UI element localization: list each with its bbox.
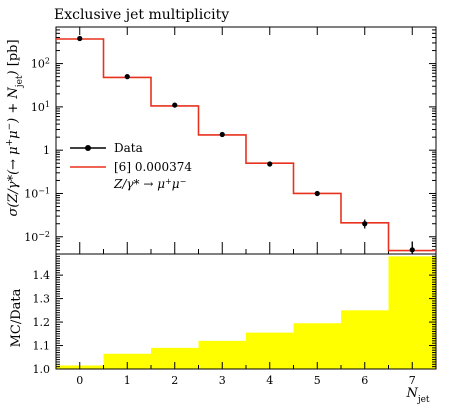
legend: Data [6] 0.000374 Z/γ* → μ+μ− [70,141,192,191]
x-tick-label: 0 [76,374,83,387]
mc-histogram-line [56,38,436,252]
legend-mc-label: [6] 0.000374 [114,160,192,174]
ratio-y-tick-label: 1.3 [33,293,51,306]
x-tick-label: 3 [219,374,226,387]
ratio-bar [341,310,389,369]
svg-text:σ(Z/γ*(→ μ+μ−) + Njet) [pb]: σ(Z/γ*(→ μ+μ−) + Njet) [pb] [5,39,25,216]
ratio-y-tick-label: 1.1 [33,340,51,353]
data-point [219,131,225,138]
data-point [314,190,320,197]
data-point [267,161,273,167]
ratio-y-tick-label: 1.0 [33,363,51,376]
data-point [124,74,130,80]
x-tick-label: 1 [124,374,131,387]
x-tick-label: 2 [171,374,178,387]
data-point [77,35,83,42]
legend-mc-process: Z/γ* → μ+μ− [113,177,186,192]
ratio-bar [293,323,341,369]
y-tick-label: 10−2 [24,229,50,244]
data-point [172,102,178,108]
ratio-y-axis-label: MC/Data [9,288,24,347]
x-axis-label: Njet [405,386,429,405]
ratio-y-tick-label: 1.2 [33,316,51,329]
legend-data-label: Data [114,141,143,155]
ratio-panel: 1.0 1.1 1.2 1.3 1.4 0 1 2 3 4 5 6 7 [33,253,437,387]
chart-title: Exclusive jet multiplicity [54,7,229,23]
y-tick-label: 101 [31,99,50,114]
ratio-y-tick-label: 1.4 [33,269,51,282]
data-point [409,247,415,253]
ratio-bar [151,347,199,369]
y-tick-label: 10−1 [24,186,50,201]
main-y-axis-label: σ(Z/γ*(→ μ+μ−) + Njet) [pb] [5,39,25,216]
x-tick-label: 6 [361,374,368,387]
data-point [362,221,368,227]
ratio-bar [388,256,436,369]
svg-text:Njet: Njet [405,386,429,405]
legend-data-marker [85,145,91,151]
ratio-bar [103,353,151,369]
y-tick-label: 102 [31,56,50,71]
x-tick-label: 7 [409,374,416,387]
x-tick-label: 4 [266,374,273,387]
main-panel: 10−2 10−1 1 101 102 [24,26,437,255]
x-tick-label: 5 [314,374,321,387]
y-tick-label: 1 [43,144,50,157]
